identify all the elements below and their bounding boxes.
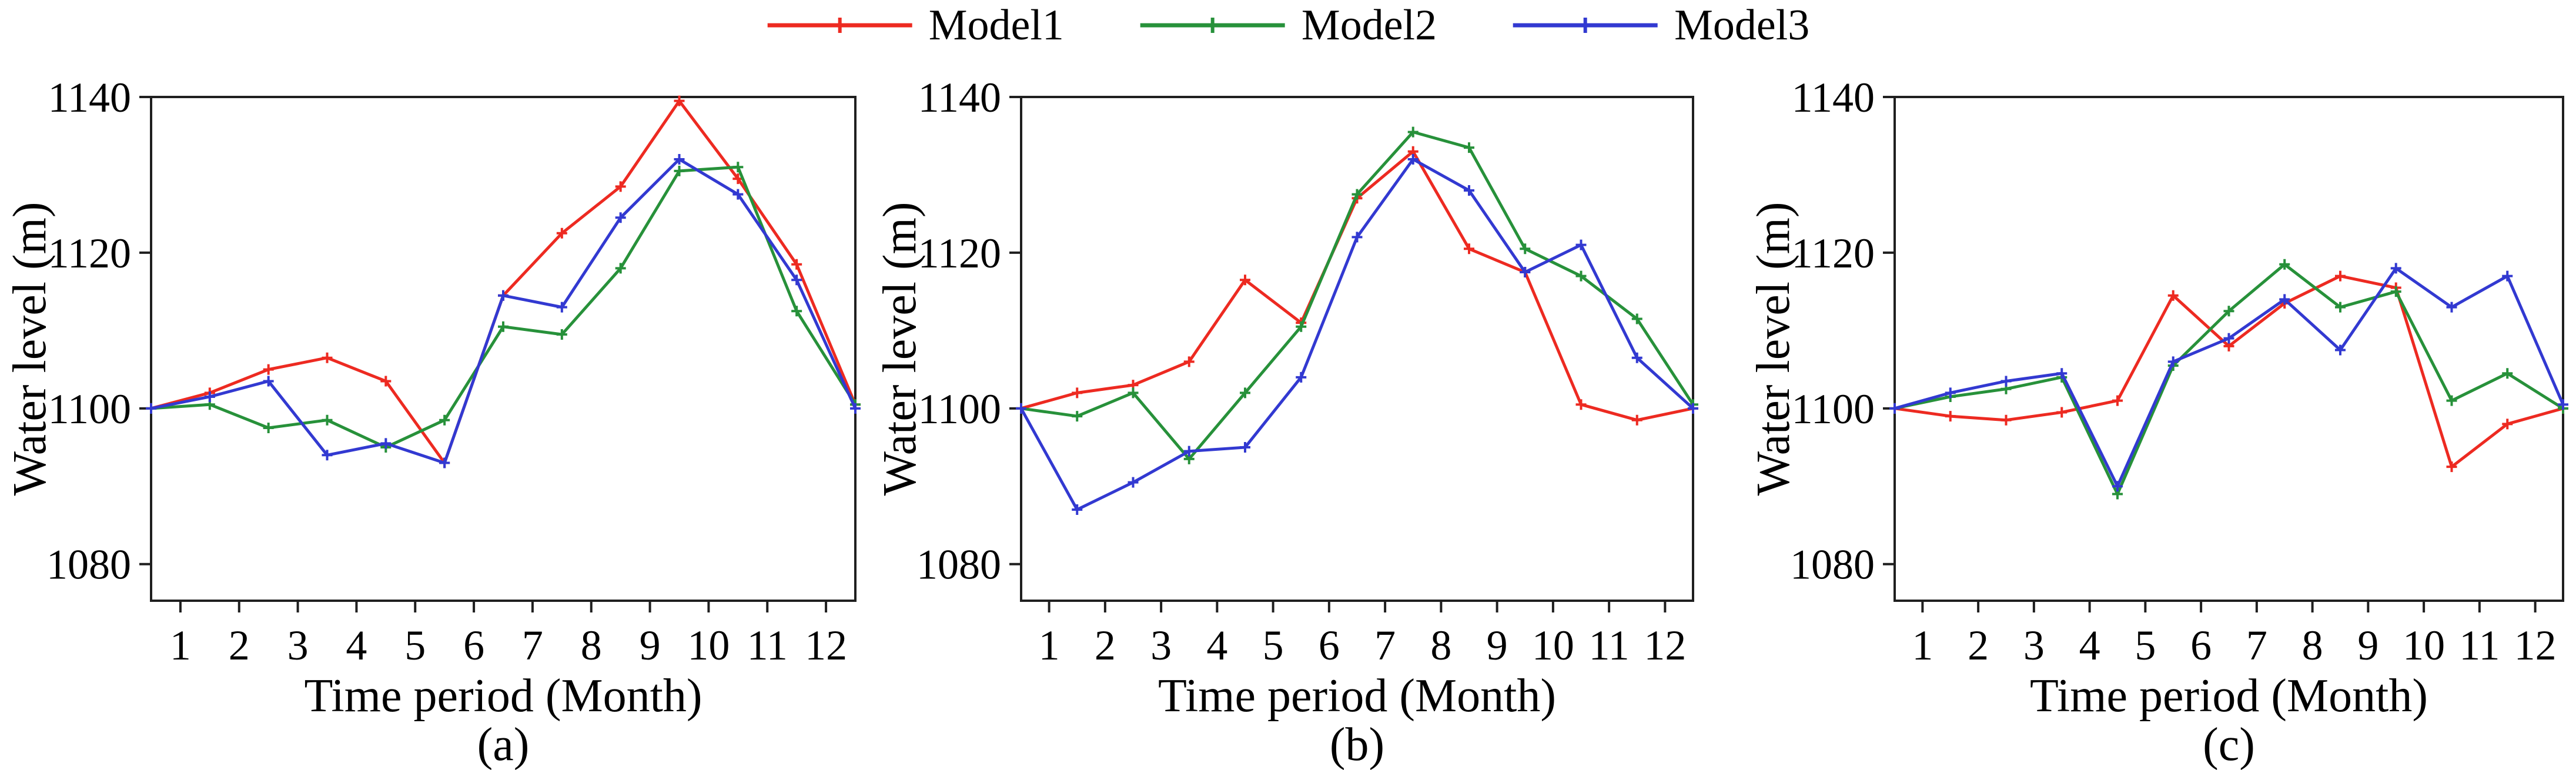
x-axis-label: Time period (Month) xyxy=(1158,670,1556,722)
y-tick-label: 1140 xyxy=(48,74,131,121)
legend-line-model1-icon xyxy=(767,18,912,33)
y-tick-label: 1080 xyxy=(46,541,131,588)
series-line-model1 xyxy=(1894,274,2564,468)
x-tick-label: 12 xyxy=(805,622,847,669)
x-tick-label: 5 xyxy=(1263,622,1284,669)
x-tick-label: 6 xyxy=(463,622,484,669)
subplot-caption: (b) xyxy=(1330,719,1384,770)
x-tick-label: 9 xyxy=(640,622,661,669)
y-tick-label: 1120 xyxy=(1792,230,1875,277)
y-tick-label: 1140 xyxy=(918,74,1001,121)
x-tick-label: 4 xyxy=(2079,622,2100,669)
x-tick-label: 2 xyxy=(1968,622,1989,669)
series-markers-model2 xyxy=(1889,259,2568,500)
legend-line-model2-icon xyxy=(1140,18,1285,33)
y-tick-label: 1140 xyxy=(1792,74,1875,121)
axes-frame xyxy=(150,96,857,602)
x-tick-label: 5 xyxy=(2135,622,2156,669)
legend-label-model1: Model1 xyxy=(928,1,1064,49)
x-tick-label: 5 xyxy=(404,622,426,669)
x-axis-label: Time period (Month) xyxy=(2030,670,2428,722)
legend-line-model3-icon xyxy=(1513,18,1658,33)
x-tick-label: 10 xyxy=(687,622,730,669)
x-tick-label: 3 xyxy=(1150,622,1172,669)
series-line-model2 xyxy=(1021,130,1695,461)
y-tick-label: 1080 xyxy=(916,541,1001,588)
x-tick-label: 4 xyxy=(346,622,367,669)
legend: Model1 Model2 Model3 xyxy=(767,0,1809,51)
series-markers-model3 xyxy=(146,153,861,468)
x-tick-label: 6 xyxy=(1319,622,1340,669)
x-tick-label: 7 xyxy=(2246,622,2267,669)
series-line-model1 xyxy=(150,99,857,465)
series-markers-model3 xyxy=(1889,263,2568,492)
x-tick-label: 11 xyxy=(1588,622,1629,669)
x-tick-label: 10 xyxy=(2403,622,2445,669)
x-tick-label: 12 xyxy=(1644,622,1686,669)
legend-item-model2: Model2 xyxy=(1139,4,1437,47)
y-tick-label: 1100 xyxy=(918,386,1001,433)
legend-item-model3: Model3 xyxy=(1512,4,1809,47)
axes-frame xyxy=(1020,96,1694,602)
x-tick-label: 11 xyxy=(2459,622,2500,669)
series-markers-model1 xyxy=(1889,270,2568,473)
subplot-caption: (c) xyxy=(2203,719,2255,770)
y-tick-label: 1080 xyxy=(1790,541,1875,588)
x-tick-label: 8 xyxy=(581,622,602,669)
legend-item-model1: Model1 xyxy=(767,4,1064,47)
series-markers-model1 xyxy=(146,95,861,468)
axes-frame xyxy=(1893,96,2564,602)
y-tick-label: 1100 xyxy=(48,386,131,433)
series-markers-model3 xyxy=(1016,153,1698,515)
x-tick-label: 4 xyxy=(1206,622,1227,669)
x-tick-label: 7 xyxy=(1374,622,1396,669)
y-axis-label: Water level (m) xyxy=(4,202,56,496)
x-tick-label: 8 xyxy=(1430,622,1451,669)
x-tick-label: 11 xyxy=(747,622,788,669)
series-line-model3 xyxy=(1894,266,2565,488)
legend-label-model2: Model2 xyxy=(1301,1,1437,49)
x-tick-label: 6 xyxy=(2190,622,2212,669)
series-markers-model2 xyxy=(1016,126,1698,464)
y-tick-label: 1120 xyxy=(48,230,131,277)
x-tick-label: 9 xyxy=(1487,622,1508,669)
x-tick-label: 12 xyxy=(2514,622,2557,669)
y-axis-label: Water level (m) xyxy=(874,202,926,496)
x-tick-label: 1 xyxy=(1039,622,1060,669)
legend-label-model3: Model3 xyxy=(1674,1,1810,49)
y-tick-label: 1120 xyxy=(918,230,1001,277)
x-tick-label: 7 xyxy=(522,622,543,669)
subplot-caption: (a) xyxy=(477,719,530,770)
y-axis-label: Water level (m) xyxy=(1748,202,1799,496)
x-axis-label: Time period (Month) xyxy=(304,670,702,722)
x-tick-label: 10 xyxy=(1532,622,1574,669)
series-line-model3 xyxy=(150,158,857,465)
x-tick-label: 2 xyxy=(1095,622,1116,669)
x-tick-label: 3 xyxy=(2023,622,2045,669)
x-tick-label: 8 xyxy=(2302,622,2323,669)
x-tick-label: 1 xyxy=(170,622,191,669)
y-tick-label: 1100 xyxy=(1792,386,1875,433)
x-tick-label: 2 xyxy=(229,622,250,669)
x-tick-label: 1 xyxy=(1912,622,1933,669)
x-tick-label: 3 xyxy=(287,622,309,669)
x-tick-label: 9 xyxy=(2357,622,2378,669)
series-line-model3 xyxy=(1019,158,1694,511)
